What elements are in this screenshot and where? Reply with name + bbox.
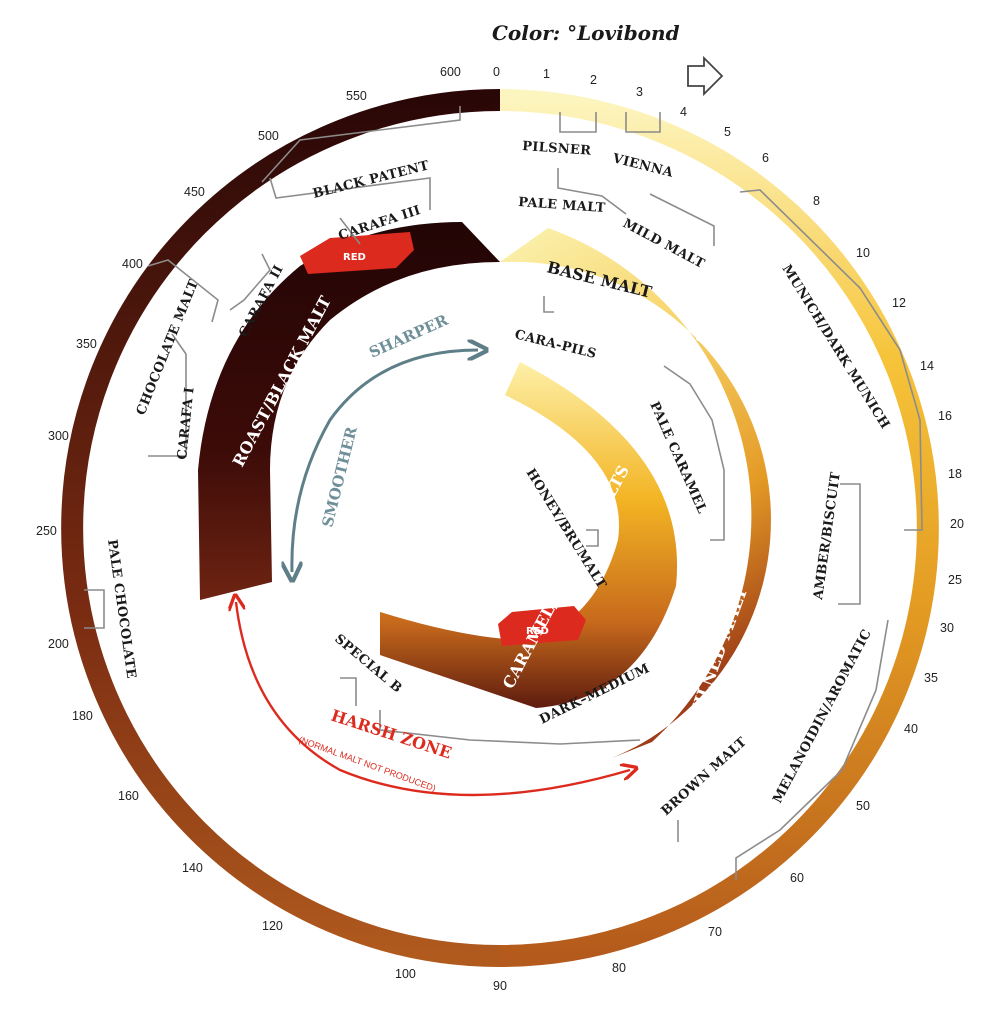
tick-label: 14 (920, 359, 934, 373)
tick-label: 4 (680, 105, 687, 119)
tick-label: 30 (940, 621, 954, 635)
arrow-right-icon (687, 55, 724, 97)
malt-label: CARA-PILS (513, 327, 598, 362)
tick-label: 70 (708, 925, 722, 939)
malt-label: BROWN MALT (659, 735, 750, 819)
malt-label: MUNICH/DARK MUNICH (779, 262, 893, 432)
tick-label: 550 (346, 89, 367, 103)
tick-label: 6 (762, 151, 769, 165)
tick-label: 50 (856, 799, 870, 813)
malt-label: AMBER/BISCUIT (811, 471, 844, 602)
chart-title: Color: °Lovibond (492, 21, 680, 45)
malt-label: PALE CHOCOLATE (104, 538, 138, 679)
caramel-band (378, 366, 538, 655)
tick-label: 450 (184, 185, 205, 199)
tick-label: 180 (72, 709, 93, 723)
tick-label: 40 (904, 722, 918, 736)
malt-label: PILSNER (522, 139, 592, 159)
tick-label: 2 (590, 73, 597, 87)
malt-label: VIENNA (610, 151, 675, 181)
malt-label: PALE MALT (518, 195, 606, 216)
tick-label: 25 (948, 573, 962, 587)
tick-label: 160 (118, 789, 139, 803)
harsh-zone-arrow (236, 602, 630, 797)
tick-label: 350 (76, 337, 97, 351)
tick-label: 8 (813, 194, 820, 208)
tick-label: 12 (892, 296, 906, 310)
tick-label: 3 (636, 85, 643, 99)
tick-label: 100 (395, 967, 416, 981)
tick-label: 300 (48, 429, 69, 443)
tick-label: 16 (938, 409, 952, 423)
roast-band (198, 222, 500, 600)
tick-label: 600 (440, 65, 461, 79)
tick-label: 18 (948, 467, 962, 481)
tick-label: 20 (950, 517, 964, 531)
tick-label: 500 (258, 129, 279, 143)
tick-label: 250 (36, 524, 57, 538)
tick-label: 90 (493, 979, 507, 993)
tick-label: 400 (122, 257, 143, 271)
tick-label: 5 (724, 125, 731, 139)
tick-label: 10 (856, 246, 870, 260)
lovibond-scale-ring (61, 89, 939, 967)
base-kilned-divider (547, 295, 806, 561)
tick-label: 80 (612, 961, 626, 975)
kilned-malt-label: KILNED MALT (686, 584, 752, 722)
malt-label: CARAFA I (175, 386, 198, 460)
red-roast-tag (300, 232, 414, 274)
tick-label: 120 (262, 919, 283, 933)
sharper-smoother-arrow (292, 350, 478, 572)
tick-label: 60 (790, 871, 804, 885)
tick-label: 1 (543, 67, 550, 81)
tick-label: 0 (493, 65, 500, 79)
tick-label: 35 (924, 671, 938, 685)
tick-label: 200 (48, 637, 69, 651)
malt-label: MILD MALT (620, 216, 707, 272)
smoother-label: SMOOTHER (318, 424, 360, 529)
scale-ticks: 0 1 2 3 4 5 6 8 10 12 14 16 18 20 25 30 … (36, 65, 964, 993)
tick-label: 140 (182, 861, 203, 875)
red-roast-label: RED (343, 252, 366, 263)
